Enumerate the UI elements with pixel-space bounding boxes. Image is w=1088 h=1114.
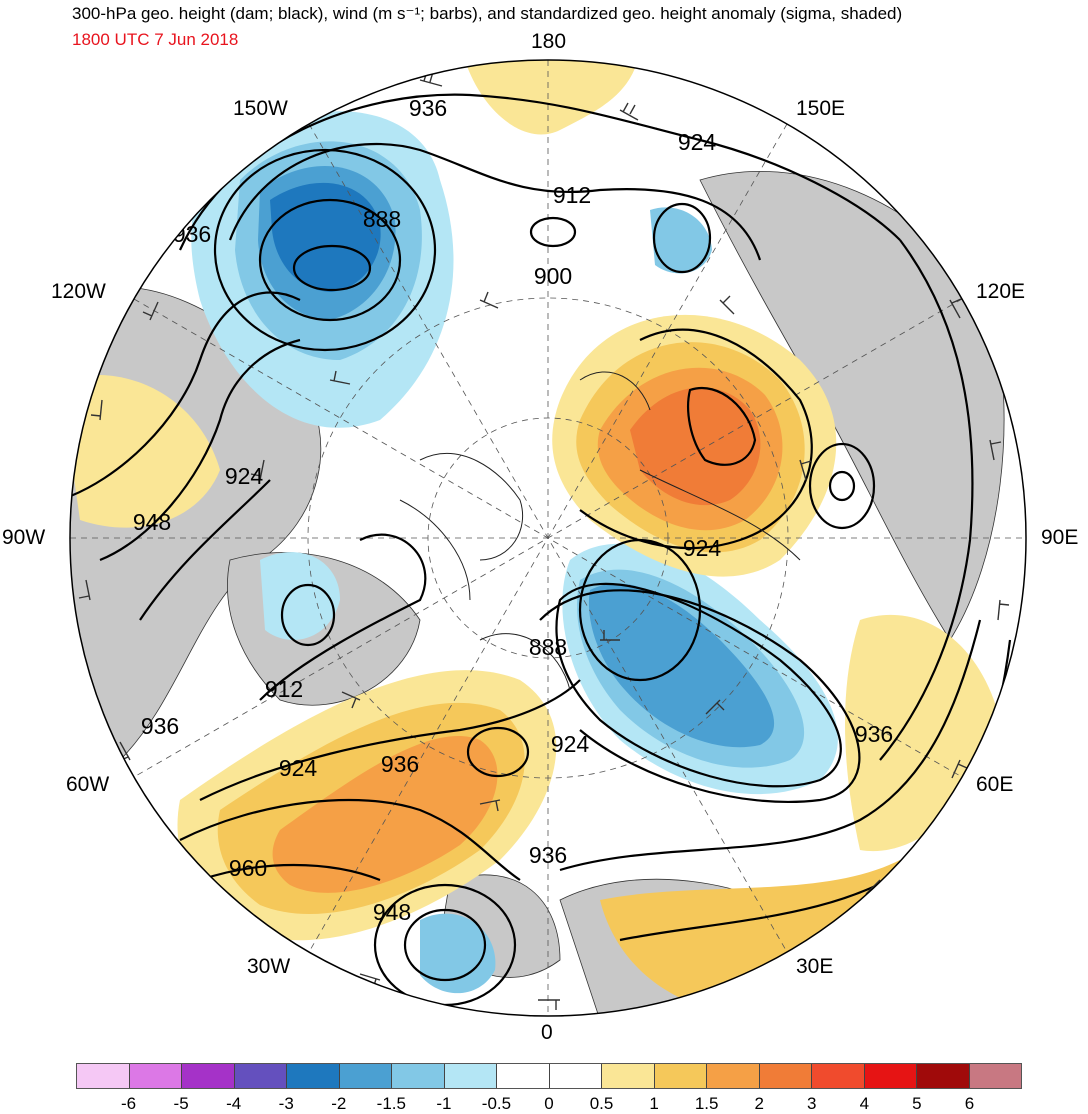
contour-label: 948: [133, 509, 171, 535]
graticule: [70, 60, 1026, 1016]
lon-label-30e: 30E: [796, 955, 834, 978]
lon-label-150e: 150E: [796, 97, 846, 120]
colorbar-tick-label: 3: [807, 1094, 817, 1113]
lon-label-120w: 120W: [51, 280, 106, 303]
contour-label: 936: [409, 95, 447, 121]
colorbar-swatch: [77, 1064, 130, 1088]
colorbar-tick-label: -6: [120, 1094, 137, 1113]
anomaly-colorbar: [76, 1063, 1022, 1089]
coastlines: [399, 371, 801, 691]
colorbar-tick-label: 5: [912, 1094, 922, 1113]
lon-label-90w: 90W: [2, 526, 46, 549]
lon-label-60w: 60W: [66, 773, 110, 796]
colorbar-swatch: [549, 1064, 602, 1088]
contour-label: 924: [551, 731, 590, 757]
lon-label-60e: 60E: [976, 773, 1014, 796]
colorbar-tick-label: -3: [278, 1094, 294, 1113]
colorbar-swatch: [759, 1064, 812, 1088]
colorbar-tick-label: -1: [436, 1094, 452, 1113]
colorbar-tick-label: -5: [173, 1094, 189, 1113]
lon-label-30w: 30W: [247, 955, 291, 978]
polar-stereographic-map: 936 924 912 888 900 936 924 948 924 912 …: [69, 59, 1027, 1017]
colorbar-tick-label: -1.5: [376, 1094, 406, 1113]
colorbar-tick-label: 4: [859, 1094, 870, 1113]
contour-label: 936: [529, 842, 567, 868]
colorbar-tick-label: -2: [331, 1094, 347, 1113]
valid-time: 1800 UTC 7 Jun 2018: [72, 30, 239, 49]
contour-label: 936: [381, 751, 419, 777]
lon-label-90e: 90E: [1041, 526, 1079, 549]
contour-label: 912: [553, 182, 591, 208]
colorbar-swatch: [497, 1064, 550, 1088]
lon-label-150w: 150W: [233, 97, 288, 120]
colorbar-swatch: [339, 1064, 392, 1088]
colorbar-tick-label: 0: [544, 1094, 554, 1113]
colorbar-swatch: [917, 1064, 970, 1088]
contour-label: 888: [363, 206, 401, 232]
contour-label: 888: [529, 634, 567, 660]
contour-label: 912: [265, 676, 303, 702]
colorbar-tick-label: 2: [754, 1094, 764, 1113]
contour-label: 948: [373, 899, 411, 925]
colorbar-swatch: [602, 1064, 655, 1088]
colorbar-swatch: [392, 1064, 445, 1088]
colorbar-tick-label: 0.5: [589, 1094, 614, 1113]
colorbar-swatch: [654, 1064, 707, 1088]
contour-label: 924: [225, 463, 264, 489]
colorbar-tick-labels: -6 -5 -4 -3 -2 -1.5 -1 -0.5 0 0.5 1 1.5 2 3 4 5 6: [0, 1094, 1088, 1114]
colorbar-tick-label: -4: [226, 1094, 242, 1113]
map-boundary: [69, 59, 1027, 1017]
contour-label: 936: [141, 713, 179, 739]
lon-label-0: 0: [541, 1021, 553, 1044]
contour-label: 924: [683, 535, 722, 561]
colorbar-tick-label: -0.5: [481, 1094, 512, 1113]
colorbar-swatch: [129, 1064, 182, 1088]
colorbar-tick-label: 1.5: [694, 1094, 719, 1113]
colorbar-tick-label: 1: [649, 1094, 659, 1113]
colorbar-swatch: [707, 1064, 760, 1088]
contour-label: 960: [229, 855, 267, 881]
colorbar-swatch: [969, 1064, 1021, 1088]
lon-label-120e: 120E: [976, 280, 1026, 303]
colorbar-swatch: [812, 1064, 865, 1088]
contour-label: 900: [534, 263, 572, 289]
contour-labels: 936 924 912 888 900 936 924 948 924 912 …: [133, 95, 893, 925]
map-title: 300-hPa geo. height (dam; black), wind (…: [72, 4, 903, 23]
colorbar-swatch: [234, 1064, 287, 1088]
contour-label: 936: [855, 721, 893, 747]
colorbar-swatch: [182, 1064, 235, 1088]
colorbar-tick-label: 6: [964, 1094, 975, 1113]
colorbar-swatch: [864, 1064, 917, 1088]
colorbar-swatch: [287, 1064, 340, 1088]
contour-label: 924: [678, 129, 717, 155]
contour-label: 924: [279, 755, 318, 781]
lon-label-180: 180: [531, 30, 567, 53]
colorbar-swatch: [444, 1064, 497, 1088]
